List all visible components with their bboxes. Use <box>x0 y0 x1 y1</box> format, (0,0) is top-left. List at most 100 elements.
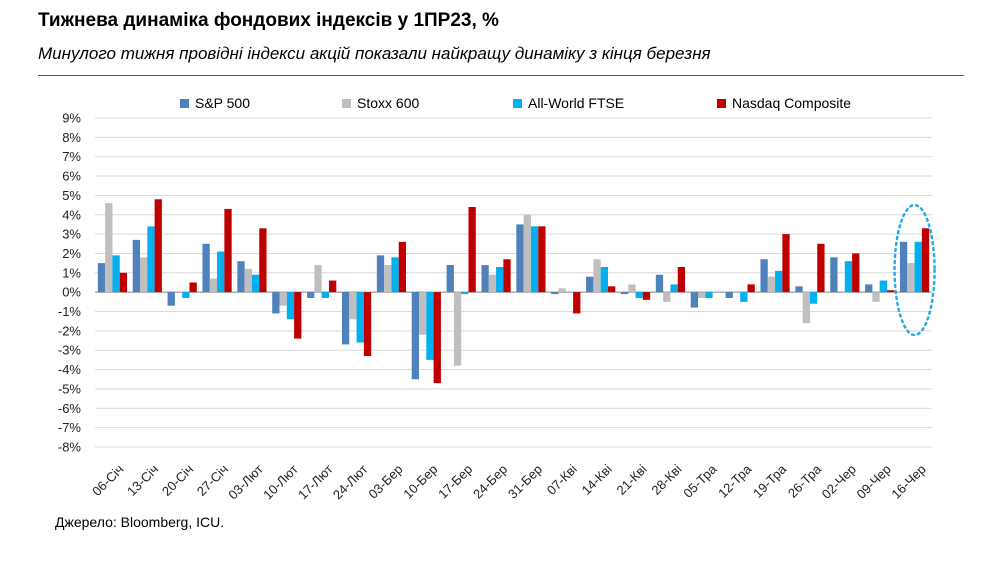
bar-stoxx-600-1 <box>140 257 148 293</box>
x-tick-label: 16-Чер <box>888 462 928 502</box>
x-tick-label: 24-Лют <box>330 461 371 502</box>
x-tick-label: 17-Бер <box>435 462 475 502</box>
x-tick-label: 20-Січ <box>159 462 196 499</box>
x-tick-label: 24-Бер <box>470 462 510 502</box>
y-tick-label: -7% <box>58 420 82 435</box>
highlight-ellipse <box>893 203 936 337</box>
x-tick-label: 10-Лют <box>260 461 301 502</box>
bar-stoxx-600-7 <box>349 292 357 320</box>
x-tick-label: 05-Тра <box>680 461 720 501</box>
bar-all-world-ftse-12 <box>530 226 539 293</box>
bar-s-p-500-19 <box>760 259 768 293</box>
bar-stoxx-600-5 <box>279 292 287 306</box>
bar-nasdaq-composite-16 <box>677 266 686 293</box>
y-tick-label: -6% <box>58 401 82 416</box>
y-tick-label: -4% <box>58 362 82 377</box>
y-tick-label: 0% <box>62 285 81 300</box>
bar-nasdaq-composite-20 <box>817 243 825 293</box>
bar-all-world-ftse-10 <box>461 292 469 295</box>
bar-stoxx-600-8 <box>384 265 392 293</box>
y-tick-label: -3% <box>58 343 82 358</box>
bar-all-world-ftse-15 <box>635 292 643 298</box>
legend-item-allworld: All-World FTSE <box>513 95 624 111</box>
bar-nasdaq-composite-13 <box>573 292 581 314</box>
bar-all-world-ftse-5 <box>286 292 295 320</box>
bar-s-p-500-10 <box>446 265 454 293</box>
y-tick-label: -8% <box>58 439 82 454</box>
x-tick-label: 09-Чер <box>854 462 894 502</box>
bar-nasdaq-composite-14 <box>607 286 616 293</box>
bar-nasdaq-composite-11 <box>503 259 511 293</box>
x-tick-label: 07-Кві <box>544 461 580 497</box>
chart-subtitle: Минулого тижня провідні індекси акцій по… <box>38 44 711 63</box>
bar-stoxx-600-6 <box>314 265 322 293</box>
bar-stoxx-600-19 <box>767 276 776 293</box>
title-divider <box>38 75 964 76</box>
legend-item-nasdaq: Nasdaq Composite <box>717 95 851 111</box>
bar-s-p-500-16 <box>655 274 664 293</box>
bar-nasdaq-composite-19 <box>782 234 790 293</box>
x-tick-label: 10-Бер <box>400 462 440 502</box>
bar-nasdaq-composite-18 <box>747 284 755 293</box>
bar-nasdaq-composite-12 <box>538 226 546 293</box>
bar-stoxx-600-4 <box>244 268 252 293</box>
bar-all-world-ftse-6 <box>321 292 329 298</box>
legend-label-sp500: S&P 500 <box>195 95 251 111</box>
x-tick-label: 28-Кві <box>648 461 684 497</box>
bar-s-p-500-14 <box>586 276 594 293</box>
y-tick-label: -1% <box>58 304 82 319</box>
legend-label-stoxx600: Stoxx 600 <box>357 95 420 111</box>
x-tick-label: 03-Бер <box>365 462 405 502</box>
x-tick-label: 12-Тра <box>715 461 755 501</box>
bar-stoxx-600-22 <box>872 292 880 302</box>
y-tick-label: 2% <box>62 246 81 261</box>
y-tick-label: 9% <box>62 111 81 126</box>
legend-swatch-nasdaq <box>717 98 726 108</box>
bar-stoxx-600-9 <box>419 292 427 335</box>
bar-stoxx-600-20 <box>802 292 810 324</box>
source-note: Джерело: Bloomberg, ICU. <box>55 514 225 530</box>
bar-stoxx-600-13 <box>558 288 566 293</box>
chart-legend: S&P 500 Stoxx 600 All-World FTSE Nasdaq … <box>0 95 1008 115</box>
bar-s-p-500-20 <box>795 286 803 293</box>
bar-s-p-500-5 <box>272 292 280 314</box>
bar-all-world-ftse-3 <box>217 251 225 293</box>
bar-s-p-500-22 <box>865 284 873 293</box>
legend-item-sp500: S&P 500 <box>180 95 250 111</box>
bar-s-p-500-9 <box>411 292 420 380</box>
bar-s-p-500-0 <box>97 263 106 293</box>
bar-nasdaq-composite-6 <box>328 280 337 293</box>
bar-s-p-500-12 <box>516 224 524 293</box>
bar-s-p-500-23 <box>899 241 908 293</box>
bar-s-p-500-11 <box>481 265 489 293</box>
y-tick-label: 8% <box>62 130 81 145</box>
bar-s-p-500-13 <box>551 292 559 295</box>
x-tick-label: 17-Лют <box>295 461 336 502</box>
y-tick-label: 5% <box>62 188 81 203</box>
legend-label-allworld: All-World FTSE <box>528 95 625 111</box>
x-tick-label: 13-Січ <box>124 462 161 499</box>
bar-stoxx-600-15 <box>628 284 636 293</box>
bar-nasdaq-composite-0 <box>119 272 128 293</box>
bar-stoxx-600-16 <box>663 292 671 302</box>
bar-all-world-ftse-16 <box>670 284 678 293</box>
bar-nasdaq-composite-23 <box>921 228 930 293</box>
y-tick-label: 7% <box>62 149 81 164</box>
bar-s-p-500-21 <box>830 257 838 293</box>
bar-s-p-500-1 <box>132 239 141 293</box>
bar-all-world-ftse-22 <box>879 280 887 293</box>
legend-label-nasdaq: Nasdaq Composite <box>732 95 852 111</box>
chart-title: Тижнева динаміка фондових індексів у 1ПР… <box>38 10 499 31</box>
bar-stoxx-600-12 <box>523 214 531 293</box>
bar-all-world-ftse-9 <box>426 292 434 360</box>
bar-stoxx-600-23 <box>907 263 915 293</box>
bar-all-world-ftse-4 <box>251 274 260 293</box>
x-tick-label: 21-Кві <box>614 461 650 497</box>
y-tick-label: 3% <box>62 227 81 242</box>
x-tick-label: 03-Лют <box>225 461 266 502</box>
bar-stoxx-600-0 <box>105 203 113 293</box>
bar-all-world-ftse-0 <box>112 255 120 293</box>
bar-all-world-ftse-20 <box>809 292 818 304</box>
bar-nasdaq-composite-2 <box>189 282 197 293</box>
